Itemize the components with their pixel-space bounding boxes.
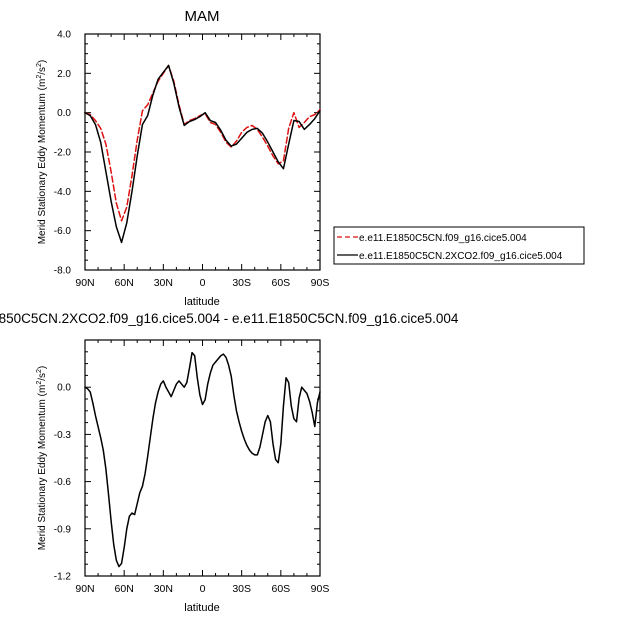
y-tick-label: 0.0: [57, 108, 71, 119]
x-tick-label: 60N: [115, 583, 134, 595]
bottom-x-axis-label: latitude: [184, 602, 219, 614]
series-line-1: [84, 351, 321, 568]
bottom-y-axis-label: Merid Stationary Eddy Momentum (m2/s2): [36, 366, 48, 551]
x-tick-label: 90N: [75, 277, 94, 289]
x-tick-label: 30N: [154, 277, 173, 289]
x-tick-label: 90S: [311, 583, 330, 595]
x-tick-label: 0: [200, 277, 206, 289]
top-y-tick-labels: 4.0 2.0 0.0 -2.0 -4.0 -6.0 -8.0: [54, 30, 72, 277]
bottom-tick-group: [84, 339, 321, 577]
y-tick-label: -0.6: [54, 477, 72, 488]
bottom-series-lines: [84, 351, 321, 568]
top-series-lines: [84, 64, 321, 244]
bottom-chart: e.e11.E1850C5CN.2XCO2.f09_g16.cice5.004 …: [0, 311, 459, 614]
y-tick-label: -1.2: [54, 572, 72, 583]
bottom-chart-title: e.e11.E1850C5CN.2XCO2.f09_g16.cice5.004 …: [0, 311, 459, 326]
bottom-x-tick-labels: 90N 60N 30N 0 30S 60S 90S: [75, 583, 329, 595]
y-tick-label: -0.9: [54, 524, 72, 535]
x-tick-label: 90S: [311, 277, 330, 289]
y-tick-label: -2.0: [54, 148, 72, 159]
x-tick-label: 30S: [232, 277, 251, 289]
y-tick-label: 0.0: [57, 383, 71, 394]
y-tick-label: -4.0: [54, 187, 72, 198]
top-legend: e.e11.E1850C5CN.f09_g16.cice5.004 e.e11.…: [333, 226, 585, 265]
y-tick-label: -6.0: [54, 226, 72, 237]
x-tick-label: 30S: [232, 583, 251, 595]
top-chart-title: MAM: [185, 8, 220, 25]
y-tick-label: 4.0: [57, 30, 71, 41]
y-tick-label: -0.3: [54, 430, 72, 441]
series-line-2: [84, 64, 321, 244]
top-x-tick-labels: 90N 60N 30N 0 30S 60S 90S: [75, 277, 329, 289]
top-tick-group: [84, 33, 321, 271]
legend-label-series-1: e.e11.E1850C5CN.f09_g16.cice5.004: [359, 233, 527, 244]
x-tick-label: 60N: [115, 277, 134, 289]
x-tick-label: 90N: [75, 583, 94, 595]
x-tick-label: 0: [200, 583, 206, 595]
x-tick-label: 60S: [271, 277, 290, 289]
bottom-plot-frame: [84, 339, 321, 577]
x-tick-label: 30N: [154, 583, 173, 595]
y-tick-label: 2.0: [57, 69, 71, 80]
y-tick-label: -8.0: [54, 266, 72, 277]
top-y-axis-label: Merid Stationary Eddy Momentum (m2/s2): [36, 60, 48, 245]
legend-label-series-2: e.e11.E1850C5CN.2XCO2.f09_g16.cice5.004: [359, 251, 563, 262]
top-chart: MAM 90N 60N 30N 0 30S 60S 90S 4.0 2.0 0.0 -2.0 -4.…: [36, 8, 585, 308]
bottom-y-tick-labels: 0.0 -0.3 -0.6 -0.9 -1.2: [54, 383, 72, 583]
top-x-axis-label: latitude: [184, 296, 219, 308]
x-tick-label: 60S: [271, 583, 290, 595]
series-line-1: [84, 64, 321, 222]
legend-box: [333, 226, 585, 265]
